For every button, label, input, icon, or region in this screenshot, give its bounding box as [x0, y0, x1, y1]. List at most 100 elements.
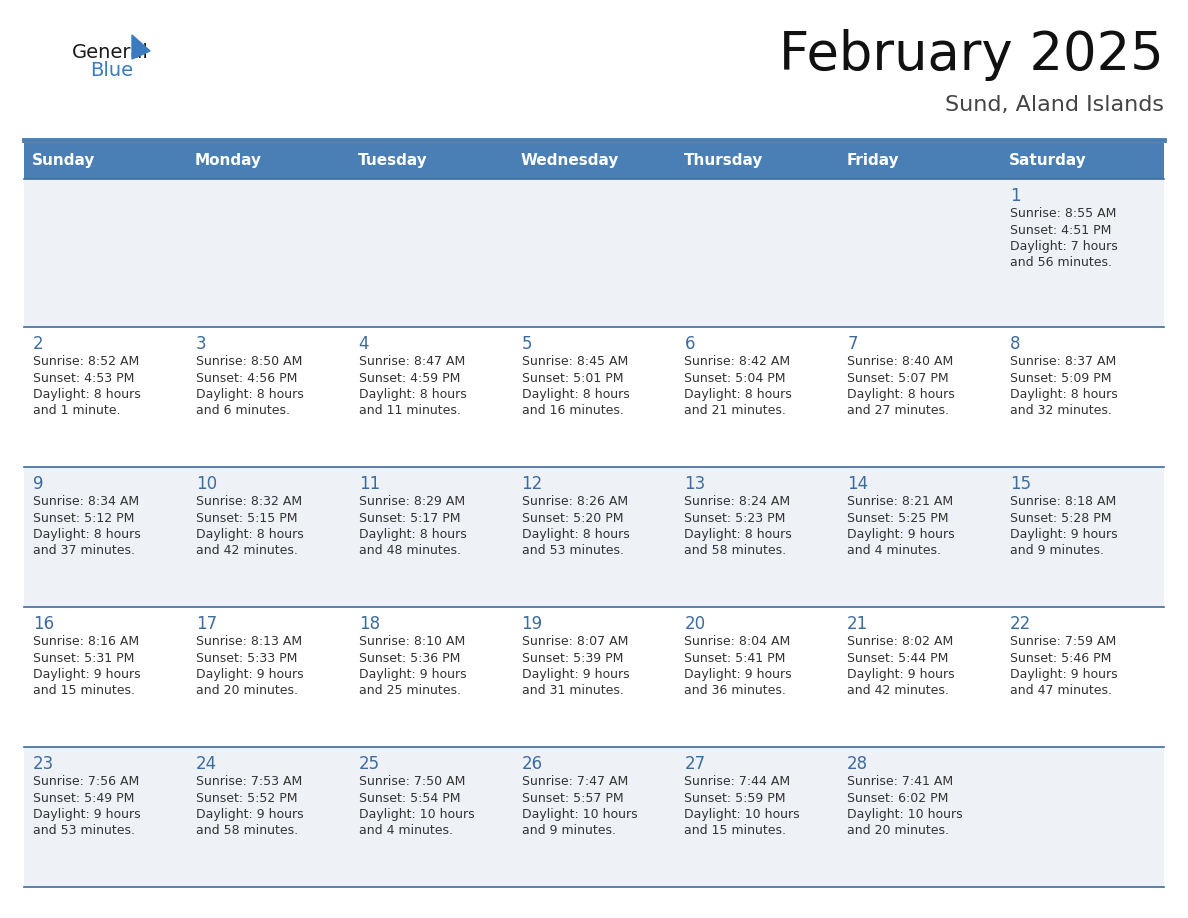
Text: 9: 9 — [33, 475, 44, 493]
Text: and 53 minutes.: and 53 minutes. — [522, 544, 624, 557]
Text: Daylight: 9 hours: Daylight: 9 hours — [684, 668, 792, 681]
Text: Daylight: 8 hours: Daylight: 8 hours — [196, 528, 304, 541]
Text: 3: 3 — [196, 335, 207, 353]
Text: and 21 minutes.: and 21 minutes. — [684, 405, 786, 418]
Text: Sunrise: 8:24 AM: Sunrise: 8:24 AM — [684, 495, 790, 508]
Text: 10: 10 — [196, 475, 217, 493]
Text: 15: 15 — [1010, 475, 1031, 493]
Text: Daylight: 9 hours: Daylight: 9 hours — [33, 808, 140, 821]
Text: and 27 minutes.: and 27 minutes. — [847, 405, 949, 418]
Text: Sunset: 5:09 PM: Sunset: 5:09 PM — [1010, 372, 1112, 385]
Text: Sunrise: 8:55 AM: Sunrise: 8:55 AM — [1010, 207, 1117, 220]
Text: and 47 minutes.: and 47 minutes. — [1010, 685, 1112, 698]
Text: and 36 minutes.: and 36 minutes. — [684, 685, 786, 698]
Text: Sunrise: 8:21 AM: Sunrise: 8:21 AM — [847, 495, 953, 508]
Text: 17: 17 — [196, 615, 217, 633]
Text: and 15 minutes.: and 15 minutes. — [684, 824, 786, 837]
Text: Friday: Friday — [846, 153, 899, 169]
Text: Sunrise: 7:56 AM: Sunrise: 7:56 AM — [33, 775, 139, 788]
Text: Sunrise: 7:53 AM: Sunrise: 7:53 AM — [196, 775, 302, 788]
Bar — [24, 607, 1164, 747]
Text: Sunset: 5:52 PM: Sunset: 5:52 PM — [196, 791, 297, 804]
Text: and 58 minutes.: and 58 minutes. — [684, 544, 786, 557]
Text: Sunrise: 8:04 AM: Sunrise: 8:04 AM — [684, 635, 791, 648]
Text: 12: 12 — [522, 475, 543, 493]
Text: 14: 14 — [847, 475, 868, 493]
Text: 2: 2 — [33, 335, 44, 353]
Bar — [24, 467, 1164, 607]
Text: 23: 23 — [33, 755, 55, 773]
Text: Sunset: 5:39 PM: Sunset: 5:39 PM — [522, 652, 623, 665]
Text: 25: 25 — [359, 755, 380, 773]
Text: 16: 16 — [33, 615, 55, 633]
Text: Sunset: 5:12 PM: Sunset: 5:12 PM — [33, 511, 134, 524]
Text: Daylight: 8 hours: Daylight: 8 hours — [359, 388, 467, 401]
Text: Sunset: 4:59 PM: Sunset: 4:59 PM — [359, 372, 460, 385]
Text: Sunrise: 8:45 AM: Sunrise: 8:45 AM — [522, 355, 627, 368]
Text: Sunrise: 7:59 AM: Sunrise: 7:59 AM — [1010, 635, 1117, 648]
Text: and 15 minutes.: and 15 minutes. — [33, 685, 135, 698]
Text: Daylight: 9 hours: Daylight: 9 hours — [359, 668, 467, 681]
Text: and 9 minutes.: and 9 minutes. — [1010, 544, 1104, 557]
Text: Sunrise: 7:47 AM: Sunrise: 7:47 AM — [522, 775, 627, 788]
Text: Daylight: 8 hours: Daylight: 8 hours — [359, 528, 467, 541]
Text: Sunset: 5:07 PM: Sunset: 5:07 PM — [847, 372, 949, 385]
Text: Sunset: 5:20 PM: Sunset: 5:20 PM — [522, 511, 623, 524]
Text: and 1 minute.: and 1 minute. — [33, 405, 120, 418]
Text: and 53 minutes.: and 53 minutes. — [33, 824, 135, 837]
Text: Daylight: 9 hours: Daylight: 9 hours — [196, 668, 303, 681]
Text: Daylight: 10 hours: Daylight: 10 hours — [847, 808, 962, 821]
Bar — [24, 327, 1164, 467]
Text: Sunrise: 8:50 AM: Sunrise: 8:50 AM — [196, 355, 302, 368]
Text: Sunday: Sunday — [32, 153, 95, 169]
Text: 1: 1 — [1010, 187, 1020, 205]
Text: 19: 19 — [522, 615, 543, 633]
Text: Sunrise: 8:32 AM: Sunrise: 8:32 AM — [196, 495, 302, 508]
Text: Sunrise: 8:16 AM: Sunrise: 8:16 AM — [33, 635, 139, 648]
Text: Sunset: 4:56 PM: Sunset: 4:56 PM — [196, 372, 297, 385]
Text: and 48 minutes.: and 48 minutes. — [359, 544, 461, 557]
Text: Daylight: 8 hours: Daylight: 8 hours — [684, 528, 792, 541]
Text: Tuesday: Tuesday — [358, 153, 428, 169]
Text: Daylight: 8 hours: Daylight: 8 hours — [847, 388, 955, 401]
Text: 20: 20 — [684, 615, 706, 633]
Text: Monday: Monday — [195, 153, 263, 169]
Text: and 37 minutes.: and 37 minutes. — [33, 544, 135, 557]
Text: Sunset: 5:01 PM: Sunset: 5:01 PM — [522, 372, 623, 385]
Text: 8: 8 — [1010, 335, 1020, 353]
Text: February 2025: February 2025 — [779, 29, 1164, 81]
Text: Daylight: 10 hours: Daylight: 10 hours — [522, 808, 637, 821]
Text: Sunrise: 7:50 AM: Sunrise: 7:50 AM — [359, 775, 465, 788]
Text: Sunrise: 7:44 AM: Sunrise: 7:44 AM — [684, 775, 790, 788]
Text: Sunset: 5:41 PM: Sunset: 5:41 PM — [684, 652, 785, 665]
Text: and 42 minutes.: and 42 minutes. — [847, 685, 949, 698]
Text: and 31 minutes.: and 31 minutes. — [522, 685, 624, 698]
Text: Sunrise: 8:10 AM: Sunrise: 8:10 AM — [359, 635, 465, 648]
Text: Daylight: 9 hours: Daylight: 9 hours — [847, 668, 955, 681]
Text: Sunset: 5:36 PM: Sunset: 5:36 PM — [359, 652, 460, 665]
Text: Sunset: 5:46 PM: Sunset: 5:46 PM — [1010, 652, 1112, 665]
Text: and 20 minutes.: and 20 minutes. — [847, 824, 949, 837]
Text: Sunrise: 8:47 AM: Sunrise: 8:47 AM — [359, 355, 465, 368]
Text: Sunset: 6:02 PM: Sunset: 6:02 PM — [847, 791, 948, 804]
Text: Blue: Blue — [90, 61, 133, 80]
Text: Thursday: Thursday — [683, 153, 763, 169]
Bar — [24, 179, 1164, 327]
Text: Daylight: 8 hours: Daylight: 8 hours — [522, 528, 630, 541]
Text: 22: 22 — [1010, 615, 1031, 633]
Text: 5: 5 — [522, 335, 532, 353]
Text: Wednesday: Wednesday — [520, 153, 619, 169]
Text: and 25 minutes.: and 25 minutes. — [359, 685, 461, 698]
Text: and 4 minutes.: and 4 minutes. — [359, 824, 453, 837]
Text: 27: 27 — [684, 755, 706, 773]
Text: 26: 26 — [522, 755, 543, 773]
Text: Daylight: 8 hours: Daylight: 8 hours — [33, 388, 140, 401]
Text: and 11 minutes.: and 11 minutes. — [359, 405, 461, 418]
Text: Sunset: 5:44 PM: Sunset: 5:44 PM — [847, 652, 948, 665]
Text: Sunrise: 8:29 AM: Sunrise: 8:29 AM — [359, 495, 465, 508]
Text: Sunset: 5:49 PM: Sunset: 5:49 PM — [33, 791, 134, 804]
Text: Daylight: 8 hours: Daylight: 8 hours — [522, 388, 630, 401]
Text: Sunset: 5:04 PM: Sunset: 5:04 PM — [684, 372, 786, 385]
Text: and 4 minutes.: and 4 minutes. — [847, 544, 941, 557]
Text: Sunset: 5:31 PM: Sunset: 5:31 PM — [33, 652, 134, 665]
